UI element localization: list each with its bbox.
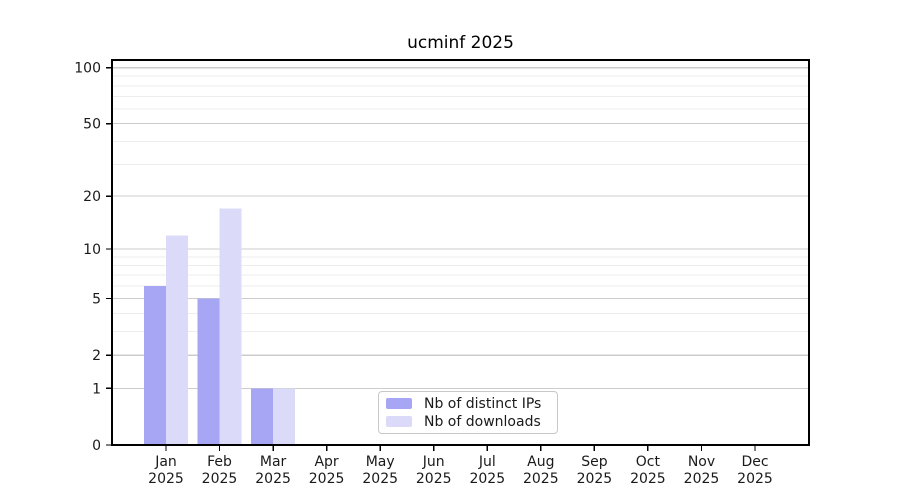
bar-downloads-feb <box>219 208 242 445</box>
y-tick-label: 2 <box>92 348 101 364</box>
y-tick-label: 50 <box>83 117 101 133</box>
y-tick-label: 10 <box>83 242 101 258</box>
x-tick-label-month: Sep <box>581 454 608 470</box>
y-tick-label: 20 <box>83 189 101 205</box>
x-tick-label-month: May <box>366 454 395 470</box>
x-tick-label-month: Apr <box>314 454 338 470</box>
x-tick-label-year: 2025 <box>148 471 184 487</box>
x-tick-label-year: 2025 <box>309 471 345 487</box>
y-tick-label: 100 <box>74 61 101 77</box>
bar-distinct-ips-jan <box>144 285 166 445</box>
bar-downloads-jan <box>166 235 188 445</box>
legend-swatch-downloads <box>386 416 412 427</box>
x-tick-label-year: 2025 <box>684 471 720 487</box>
bar-distinct-ips-mar <box>251 388 274 445</box>
legend-item-downloads: Nb of downloads <box>386 413 549 430</box>
bar-downloads-mar <box>273 388 296 445</box>
legend-swatch-distinct-ips <box>386 398 412 409</box>
x-tick-label-year: 2025 <box>469 471 505 487</box>
legend-item-distinct-ips: Nb of distinct IPs <box>386 395 549 412</box>
x-tick-label-month: Nov <box>688 454 715 470</box>
x-tick-label-year: 2025 <box>255 471 291 487</box>
x-tick-label-year: 2025 <box>737 471 773 487</box>
x-tick-label-year: 2025 <box>416 471 452 487</box>
legend: Nb of distinct IPs Nb of downloads <box>378 391 558 434</box>
plot-border <box>111 59 810 446</box>
x-tick-label-month: Mar <box>260 454 287 470</box>
x-tick-label-year: 2025 <box>630 471 666 487</box>
y-tick-label: 1 <box>92 381 101 397</box>
bar-distinct-ips-feb <box>197 298 220 445</box>
x-tick-label-month: Jul <box>478 454 496 470</box>
x-tick-label-year: 2025 <box>202 471 238 487</box>
x-tick-label-month: Jun <box>422 454 445 470</box>
x-tick-label-year: 2025 <box>577 471 613 487</box>
y-tick-label: 0 <box>92 438 101 454</box>
x-tick-label-month: Aug <box>527 454 554 470</box>
chart-title: ucminf 2025 <box>407 33 514 53</box>
x-tick-label-month: Oct <box>636 454 661 470</box>
x-tick-label-year: 2025 <box>362 471 398 487</box>
x-tick-label-month: Dec <box>741 454 768 470</box>
legend-label-distinct-ips: Nb of distinct IPs <box>424 395 542 412</box>
x-tick-label-month: Jan <box>154 454 177 470</box>
legend-label-downloads: Nb of downloads <box>424 413 541 430</box>
y-tick-label: 5 <box>92 292 101 308</box>
x-tick-label-month: Feb <box>207 454 232 470</box>
x-tick-label-year: 2025 <box>523 471 559 487</box>
